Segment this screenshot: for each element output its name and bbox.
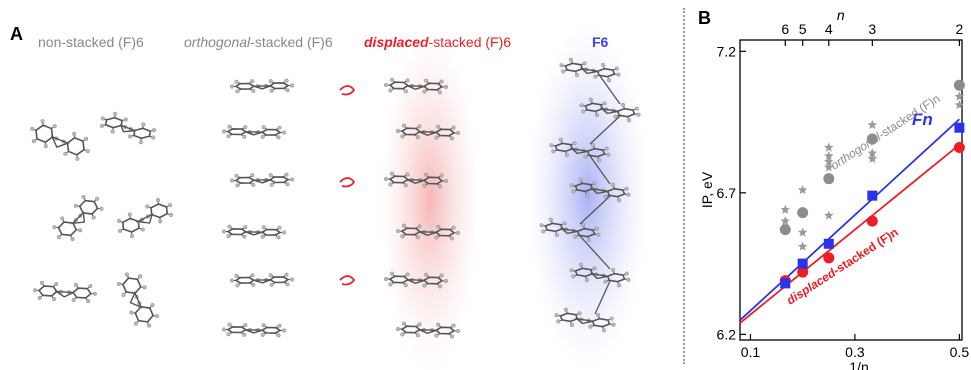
f6-bond-5 — [579, 235, 611, 270]
molecule-displaced-4 — [395, 223, 461, 241]
point-displaced — [866, 215, 878, 227]
molecule-f6-unit-5 — [539, 217, 601, 243]
y-tick-label: 7.2 — [717, 43, 737, 59]
point-fn — [797, 258, 808, 269]
molecule-f6-unit-1 — [559, 57, 621, 83]
point-orthogonal — [797, 207, 809, 219]
molecule-orthogonal-3 — [229, 172, 295, 188]
molecule-nonstacked-6 — [116, 272, 160, 328]
molecule-f6-unit-4 — [569, 177, 631, 203]
rotate-arrow-3 — [339, 275, 356, 286]
point-star — [824, 156, 834, 166]
panel-divider — [683, 8, 685, 364]
top-tick-label: 4 — [825, 21, 833, 37]
molecule-f6-unit-6 — [569, 262, 631, 288]
point-star — [867, 119, 878, 129]
molecule-nonstacked-2 — [99, 111, 157, 145]
panel-a-letter: A — [10, 24, 23, 44]
top-tick-label: 3 — [868, 21, 876, 37]
point-displaced — [823, 252, 835, 264]
top-tick-label: 2 — [955, 21, 963, 37]
f6-bond-1 — [599, 75, 621, 105]
point-fn — [867, 190, 878, 201]
molecule-displaced-2 — [395, 123, 461, 141]
f6-bond-2 — [589, 115, 621, 145]
molecule-f6-unit-3 — [549, 137, 611, 163]
molecule-orthogonal-4 — [221, 224, 287, 240]
annotation-fn: Fn — [912, 110, 933, 129]
molecule-displaced-6 — [395, 321, 461, 339]
point-star — [824, 142, 834, 152]
point-star — [824, 162, 834, 172]
x-tick-label: 0.1 — [741, 344, 761, 360]
point-displaced — [797, 266, 809, 278]
molecule-f6-unit-7 — [554, 307, 616, 333]
molecule-orthogonal-2 — [221, 124, 287, 140]
label-orthogonal-suffix: -stacked (F)6 — [250, 34, 333, 50]
point-star — [824, 210, 834, 220]
point-star — [797, 185, 808, 194]
label-orthogonal: orthogonal-stacked (F)6 — [184, 34, 333, 50]
annotation-orthogonal-prefix: orthogonal — [828, 130, 883, 173]
displaced-stack-glow — [378, 25, 482, 370]
molecule-displaced-1 — [383, 77, 449, 95]
point-fn — [823, 238, 834, 249]
molecule-nonstacked-5 — [32, 280, 98, 304]
panel-a: A non-stacked (F)6 orthogonal-stacked (F… — [10, 20, 650, 370]
fit-line-1 — [739, 144, 960, 324]
point-orthogonal — [823, 173, 835, 185]
annotation-orthogonal: orthogonal-stacked (F)n — [828, 91, 942, 172]
rotate-arrow-1 — [339, 85, 356, 96]
f6-bond-4 — [579, 195, 611, 225]
panel-b: B 0.1 0.3 0.5 6.2 6.7 7.2 6 5 4 3 2 1/n n IP, eV Fn ort… — [692, 0, 971, 370]
f6-bond-6 — [594, 280, 611, 315]
point-orthogonal — [953, 79, 965, 91]
point-orthogonal — [779, 224, 791, 236]
point-displaced — [953, 142, 965, 154]
point-star — [867, 148, 878, 158]
y-axis-label: IP, eV — [699, 171, 715, 208]
molecule-nonstacked-3 — [52, 194, 104, 242]
molecule-orthogonal-1 — [229, 78, 295, 94]
rotate-arrow-2 — [339, 177, 356, 188]
annotation-displaced-suffix: -stacked (F)n — [830, 225, 900, 277]
molecule-orthogonal-5 — [229, 272, 295, 288]
point-star — [797, 241, 808, 251]
point-star — [780, 216, 790, 226]
point-star — [797, 227, 808, 237]
point-star — [780, 204, 790, 214]
x-tick-label: 0.3 — [845, 344, 865, 360]
molecule-nonstacked-4 — [116, 197, 174, 239]
molecule-displaced-3 — [383, 171, 449, 189]
y-tick-label: 6.7 — [717, 185, 737, 201]
molecule-illustration — [30, 20, 650, 370]
molecule-nonstacked-1 — [30, 119, 90, 161]
point-star — [867, 153, 878, 163]
f6-bond-3 — [589, 155, 611, 185]
point-star — [954, 91, 965, 101]
label-orthogonal-prefix: orthogonal — [184, 34, 251, 50]
x-axis-label: 1/n — [849, 359, 868, 370]
point-fn — [954, 122, 965, 133]
molecule-f6-unit-2 — [579, 97, 641, 123]
panel-b-letter: B — [698, 8, 711, 28]
point-star — [824, 151, 834, 161]
plot-frame — [739, 39, 963, 341]
top-tick-label: 5 — [799, 21, 807, 37]
top-axis-label: n — [837, 7, 845, 23]
molecule-displaced-5 — [383, 271, 449, 289]
point-orthogonal — [866, 133, 878, 145]
point-fn — [780, 278, 791, 289]
x-tick-label: 0.5 — [950, 344, 970, 360]
point-star — [954, 100, 965, 110]
top-tick-label: 6 — [781, 21, 789, 37]
molecule-orthogonal-6 — [221, 322, 287, 338]
y-tick-label: 6.2 — [717, 326, 737, 342]
label-nonstacked: non-stacked (F)6 — [38, 34, 144, 50]
fit-line-0 — [739, 118, 960, 321]
